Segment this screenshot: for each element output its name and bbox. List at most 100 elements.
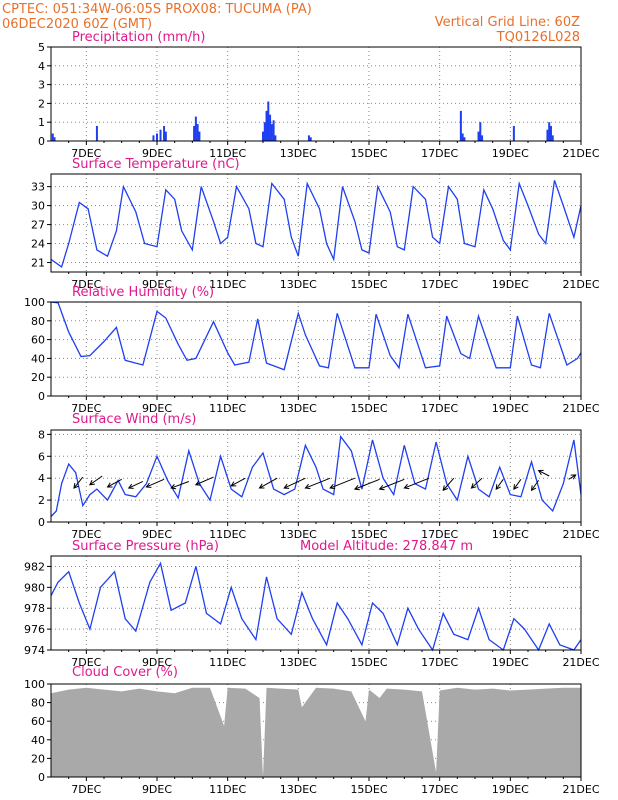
wind-arrow-shaft	[283, 477, 306, 489]
x-tick-label: 7DEC	[71, 528, 101, 541]
precip-bar	[262, 131, 264, 141]
wind-arrow-head	[145, 482, 152, 488]
x-tick-label: 9DEC	[142, 147, 172, 160]
y-tick-label: 3	[38, 79, 45, 92]
x-tick-label: 19DEC	[492, 278, 529, 291]
y-tick-label: 4	[38, 472, 45, 485]
precip-bar	[512, 125, 515, 141]
panel-frame	[50, 429, 582, 523]
wind-arrow-head	[170, 483, 177, 490]
y-tick-label: 2	[38, 494, 45, 507]
precip-bar	[479, 122, 482, 141]
precip-bar	[51, 133, 54, 141]
rh-series-line	[50, 301, 582, 371]
y-tick-label: 1	[38, 116, 45, 129]
wind-arrow-shaft	[442, 477, 455, 491]
x-tick-label: 7DEC	[71, 147, 101, 160]
x-tick-label: 11DEC	[209, 656, 246, 669]
precip-bar	[156, 133, 158, 141]
pres-series-line	[50, 561, 582, 652]
precip-bar	[53, 137, 56, 141]
wind-arrow-shaft	[538, 470, 550, 477]
meteogram-panels: Precipitation (mm/h) 0 1 2 3 4 5 7DEC 9DEC 11DEC 1…	[24, 30, 600, 796]
x-tick-label: 9DEC	[142, 278, 172, 291]
y-tick-label: 0	[38, 771, 45, 784]
wind-arrow-shaft	[495, 478, 504, 490]
precip-bar	[477, 131, 480, 141]
y-tick-label: 974	[24, 644, 45, 657]
x-tick-label: 13DEC	[280, 656, 317, 669]
x-tick-label: 21DEC	[562, 656, 599, 669]
y-tick-label: 982	[24, 560, 45, 573]
y-tick-label: 80	[31, 697, 45, 710]
x-tick-label: 21DEC	[562, 402, 599, 415]
x-tick-label: 17DEC	[421, 783, 458, 796]
x-tick-label: 17DEC	[421, 278, 458, 291]
panel-title: Cloud Cover (%)	[72, 665, 178, 680]
wind-arrow-shaft	[568, 474, 576, 480]
precip-bar	[263, 122, 266, 141]
y-tick-label: 0	[38, 390, 45, 403]
x-tick-label: 15DEC	[350, 783, 387, 796]
precip-bar	[307, 135, 310, 141]
precipitation-panel: Precipitation (mm/h) 0 1 2 3 4 5 7DEC 9DEC 11DEC 1…	[38, 30, 600, 160]
wind-arrow-head	[537, 469, 544, 475]
precip-bar	[461, 133, 464, 141]
wind-arrow-shaft	[471, 477, 483, 489]
x-tick-label: 19DEC	[492, 656, 529, 669]
x-tick-label: 13DEC	[280, 528, 317, 541]
precip-bar	[194, 116, 197, 141]
x-tick-label: 15DEC	[350, 402, 387, 415]
x-tick-label: 9DEC	[142, 528, 172, 541]
wind-arrow-shaft	[73, 476, 84, 489]
header-grid-info: Vertical Grid Line: 60Z	[435, 15, 580, 30]
x-tick-label: 9DEC	[142, 402, 172, 415]
precip-bar	[274, 135, 277, 141]
cloud-cover-area	[51, 687, 581, 777]
wind-arrow-head	[353, 484, 360, 491]
wind-arrow-shaft	[89, 475, 103, 486]
wind-arrow-head	[89, 480, 95, 486]
wind-arrow-head	[530, 485, 537, 492]
wind-arrow-head	[403, 483, 410, 490]
y-tick-label: 24	[31, 238, 45, 251]
x-tick-label: 13DEC	[280, 278, 317, 291]
x-tick-label: 19DEC	[492, 783, 529, 796]
y-tick-label: 30	[31, 200, 45, 213]
precip-bar	[551, 135, 554, 141]
y-tick-label: 80	[31, 315, 45, 328]
y-tick-label: 27	[31, 219, 45, 232]
y-tick-label: 976	[24, 623, 45, 636]
y-tick-label: 0	[38, 135, 45, 148]
wind-arrow-shaft	[107, 478, 122, 488]
precip-bar	[193, 125, 196, 141]
wind-arrow-head	[230, 481, 237, 487]
y-tick-label: 100	[24, 678, 45, 691]
wind-arrow-head	[73, 483, 79, 489]
panel-title: Surface Wind (m/s)	[72, 412, 196, 427]
cloud-panel: Cloud Cover (%) 0 20 40 60 80 100 7DEC 9DEC 11DEC…	[24, 665, 600, 796]
panel-frame	[50, 46, 582, 142]
wind-arrow-head	[495, 484, 501, 490]
header-location: CPTEC: 051:34W-06:05S PROX08: TUCUMA (PA…	[2, 2, 312, 17]
x-tick-label: 13DEC	[280, 783, 317, 796]
panel-frame	[50, 173, 582, 273]
x-tick-label: 19DEC	[492, 147, 529, 160]
wind-arrow-head	[513, 484, 519, 490]
wind-arrow-head	[570, 474, 577, 480]
wind-arrow-head	[194, 480, 201, 486]
x-tick-label: 17DEC	[421, 402, 458, 415]
y-tick-label: 6	[38, 450, 45, 463]
wind-arrow-shaft	[329, 477, 356, 489]
precip-bar	[196, 124, 199, 141]
y-tick-label: 978	[24, 602, 45, 615]
y-tick-label: 40	[31, 734, 45, 747]
precip-bar	[265, 110, 268, 141]
y-tick-label: 33	[31, 181, 45, 194]
x-tick-label: 11DEC	[209, 783, 246, 796]
panel-title: Surface Temperature (nC)	[72, 157, 240, 172]
x-tick-label: 15DEC	[350, 278, 387, 291]
x-tick-label: 7DEC	[71, 656, 101, 669]
x-tick-label: 15DEC	[350, 147, 387, 160]
precip-bar	[546, 129, 549, 141]
